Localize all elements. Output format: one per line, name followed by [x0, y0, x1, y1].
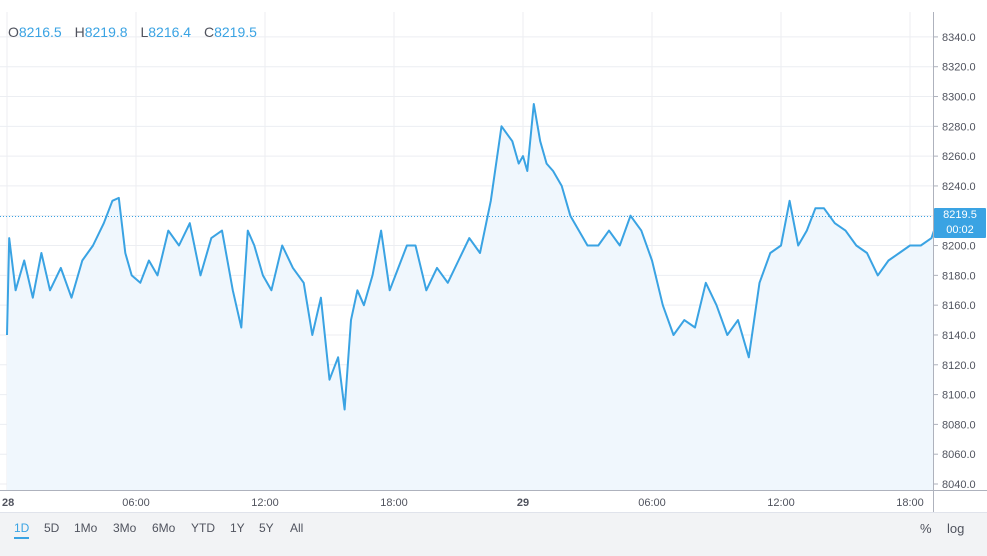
range-button-ytd[interactable]: YTD	[191, 521, 215, 535]
low-label: L	[140, 24, 149, 40]
price-axis[interactable]: 8340.08320.08300.08280.08260.08240.08220…	[933, 12, 987, 490]
price-tick-label: 8260.0	[942, 151, 976, 163]
range-button-5y[interactable]: 5Y	[259, 521, 274, 535]
axis-corner	[933, 490, 987, 512]
range-button-5d[interactable]: 5D	[44, 521, 60, 535]
price-tick-label: 8300.0	[942, 92, 976, 104]
time-axis-ticks: 28 06:00 12:00 18:00 29 06:00 12:00 18:00	[2, 497, 924, 509]
last-price-value: 8219.5	[943, 209, 977, 222]
range-button-6mo[interactable]: 6Mo	[152, 521, 176, 535]
time-tick-label: 12:00	[251, 497, 279, 509]
close-label: C	[203, 24, 215, 40]
plot-area[interactable]	[0, 12, 933, 490]
price-chart[interactable]	[0, 12, 933, 490]
price-line	[6, 103, 933, 411]
close-value: 8219.5	[214, 24, 257, 40]
price-tick-label: 8320.0	[942, 62, 976, 74]
range-button-all[interactable]: All	[290, 521, 304, 535]
time-tick-label: 29	[517, 497, 529, 509]
last-price-tag: 8219.5 00:02	[934, 208, 986, 239]
time-tick-label: 12:00	[767, 497, 795, 509]
time-tick-label: 18:00	[896, 497, 924, 509]
ohlc-legend: O8216.5 H8219.8 L8216.4 C8219.5	[8, 24, 266, 40]
time-tick-label: 06:00	[122, 497, 150, 509]
percent-scale-button[interactable]: %	[920, 521, 932, 536]
time-tick-label: 28	[2, 497, 14, 509]
price-axis-ticks: 8340.08320.08300.08280.08260.08240.08220…	[934, 32, 976, 490]
bar-countdown: 00:02	[946, 224, 974, 237]
high-value: 8219.8	[84, 24, 128, 40]
price-tick-label: 8240.0	[942, 181, 976, 193]
range-button-1y[interactable]: 1Y	[230, 521, 245, 535]
price-tick-label: 8200.0	[942, 241, 976, 253]
price-tick-label: 8340.0	[942, 32, 976, 44]
range-button-1d[interactable]: 1D	[14, 521, 30, 539]
price-tick-label: 8080.0	[942, 419, 976, 431]
range-button-1mo[interactable]: 1Mo	[74, 521, 98, 535]
high-label: H	[74, 24, 85, 40]
time-tick-label: 06:00	[638, 497, 666, 509]
price-tick-label: 8160.0	[942, 300, 976, 312]
price-tick-label: 8100.0	[942, 390, 976, 402]
price-area-fill	[7, 104, 933, 490]
time-axis[interactable]: 28 06:00 12:00 18:00 29 06:00 12:00 18:00	[0, 490, 933, 512]
price-tick-label: 8140.0	[942, 330, 976, 342]
price-tick-label: 8280.0	[942, 121, 976, 133]
open-label: O	[8, 24, 19, 40]
range-button-3mo[interactable]: 3Mo	[113, 521, 137, 535]
bottom-toolbar: 1D 5D 1Mo 3Mo 6Mo YTD 1Y 5Y All % log	[0, 512, 987, 556]
time-tick-label: 18:00	[380, 497, 408, 509]
open-value: 8216.5	[18, 24, 62, 40]
low-value: 8216.4	[148, 24, 192, 40]
price-tick-label: 8120.0	[942, 360, 976, 372]
price-tick-label: 8180.0	[942, 270, 976, 282]
price-tick-label: 8040.0	[942, 479, 976, 490]
log-scale-button[interactable]: log	[947, 521, 965, 536]
price-tick-label: 8060.0	[942, 449, 976, 461]
